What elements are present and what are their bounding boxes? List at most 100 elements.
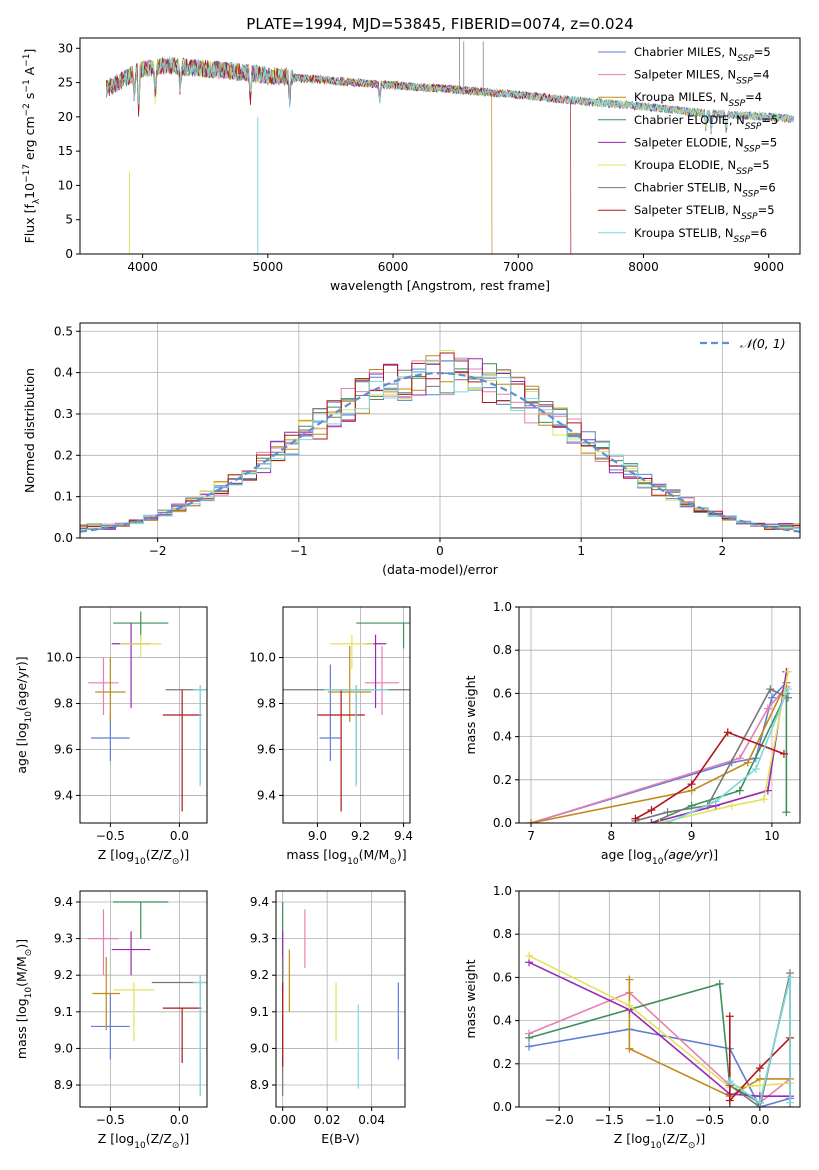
errorbar-kroupa-elodie xyxy=(120,634,162,658)
y-axis-label: Flux [fλ10−17 erg cm−2 s−1 A−1] xyxy=(22,49,42,244)
x-tick-label: 7 xyxy=(527,829,535,843)
spectrum-line-kroupa-stelib xyxy=(105,56,795,131)
y-tick-label: 0.2 xyxy=(54,448,73,462)
x-tick-label: 0.0 xyxy=(170,1113,189,1127)
panels: 4000 5000 6000 7000 8000 9000051015202530wave… xyxy=(14,37,801,1151)
age-vs-Z-frame xyxy=(79,606,208,824)
y-tick-label: 0.4 xyxy=(493,730,512,744)
mass-vs-EBV-axes: 0.00 0.02 0.04 8.9 9.0 9.1 9.2 9.3 9.4 E(B-V) xyxy=(250,890,406,1146)
errorbar-kroupa-stelib xyxy=(323,685,389,787)
y-tick-label: 0.0 xyxy=(54,531,73,545)
y-tick-label: 9.3 xyxy=(250,932,269,946)
weight-line-kroupa-miles xyxy=(527,678,791,823)
legend-entry: 𝒩(0, 1) xyxy=(740,336,786,351)
y-tick-label: 9.3 xyxy=(54,932,73,946)
normal-curve xyxy=(80,371,800,533)
legend-entry: Kroupa ELODIE, NSSP=5 xyxy=(634,158,770,177)
x-axis-label: Z [log10(Z/Z⊙)] xyxy=(98,1131,189,1151)
y-tick-label: 0.3 xyxy=(54,407,73,421)
x-tick-label: 0.0 xyxy=(750,1113,769,1127)
y-axis-label: mass weight xyxy=(463,959,478,1038)
x-tick-label: 5000 xyxy=(253,260,284,274)
y-tick-label: 9.2 xyxy=(250,968,269,982)
errorbar-chabrier-miles xyxy=(319,664,342,761)
legend-entry: Kroupa MILES, NSSP=4 xyxy=(634,90,762,109)
age-vs-Z-marks xyxy=(88,611,207,812)
x-axis-label: wavelength [Angstrom, rest frame] xyxy=(330,278,550,293)
x-tick-label: 4000 xyxy=(127,260,158,274)
y-tick-label: 9.6 xyxy=(54,742,73,756)
x-axis-label: mass [log10(M/M⊙)] xyxy=(286,847,406,867)
age-vs-mass-frame xyxy=(282,606,411,824)
y-tick-label: 9.1 xyxy=(54,1005,73,1019)
massweight-vs-age-marks xyxy=(527,667,792,823)
y-tick-label: 10.0 xyxy=(46,651,73,665)
y-tick-label: 0.1 xyxy=(54,490,73,504)
legend-entry: Salpeter STELIB, NSSP=5 xyxy=(634,203,775,222)
x-tick-label: 0 xyxy=(436,544,444,558)
x-tick-label: 9000 xyxy=(753,260,784,274)
errorbar-chabrier-miles xyxy=(91,993,130,1060)
massweight-vs-Z-marks xyxy=(525,951,794,1107)
x-tick-label: −1.0 xyxy=(645,1113,674,1127)
x-tick-label: 0.04 xyxy=(358,1113,385,1127)
legend-entry: Chabrier MILES, NSSP=5 xyxy=(634,45,771,64)
errorbar-kroupa-elodie xyxy=(113,982,155,1042)
y-axis-label: mass weight xyxy=(463,675,478,754)
y-tick-label: 9.8 xyxy=(257,697,276,711)
mass-vs-Z-frame xyxy=(79,890,208,1108)
x-tick-label: 6000 xyxy=(378,260,409,274)
errorbar-kroupa-stelib xyxy=(193,685,207,787)
y-tick-label: 5 xyxy=(65,213,73,227)
y-tick-label: 9.0 xyxy=(250,1041,269,1055)
histogram-kroupa-stelib xyxy=(80,360,800,530)
y-tick-label: 0.4 xyxy=(493,1014,512,1028)
mass-vs-EBV-frame xyxy=(275,890,406,1108)
residuals-axes: −2 −1 0 1 2 0.0 0.1 0.2 0.3 0.4 0.5 (data-model)/er… xyxy=(22,322,801,577)
y-tick-label: 9.8 xyxy=(54,697,73,711)
y-tick-label: 1.0 xyxy=(493,600,512,614)
x-axis-label: E(B-V) xyxy=(321,1131,360,1146)
x-tick-label: 9.4 xyxy=(394,829,413,843)
errorbar-chabrier-miles xyxy=(91,715,130,761)
x-tick-label: −1 xyxy=(290,544,308,558)
x-axis-label: Z [log10(Z/Z⊙)] xyxy=(98,847,189,867)
massweight-vs-age-axes: 7 8 9 10 0.0 0.2 0.4 0.6 0.8 1.0 age [log10(age/yr… xyxy=(463,600,801,867)
spectrum-axes: 4000 5000 6000 7000 8000 9000 0 5 10 15 20 25 30 wave… xyxy=(22,37,801,293)
y-tick-label: 9.6 xyxy=(257,742,276,756)
errorbar-kroupa-miles xyxy=(92,956,121,1031)
legend-entry: Chabrier ELODIE, NSSP=5 xyxy=(634,113,778,132)
residuals-marks xyxy=(80,350,800,533)
y-axis-label: mass [log10(M/M⊙)] xyxy=(14,939,34,1059)
age-vs-mass-axes: 9.0 9.2 9.4 9.4 9.6 9.8 10.0 mass [log10(M/M⊙)] xyxy=(249,606,413,867)
y-tick-label: 9.4 xyxy=(54,788,73,802)
y-tick-label: 30 xyxy=(58,41,73,55)
x-tick-label: 8 xyxy=(608,829,616,843)
errorbar-kroupa-elodie xyxy=(330,634,374,670)
legend-entry: Kroupa STELIB, NSSP=6 xyxy=(634,226,767,245)
errorbar-salpeter-elodie xyxy=(111,623,151,709)
errorbar-chabrier-elodie xyxy=(113,901,169,939)
spectrum-legend: Chabrier MILES, NSSP=5 Salpeter MILES, NS… xyxy=(598,45,778,245)
spectrum-line-salpeter-stelib xyxy=(105,57,572,254)
y-tick-label: 8.9 xyxy=(250,1078,269,1092)
y-tick-label: 15 xyxy=(58,144,73,158)
errorbar-kroupa-stelib xyxy=(193,975,207,1097)
y-tick-label: 9.4 xyxy=(54,895,73,909)
y-tick-label: 0.0 xyxy=(493,1100,512,1114)
y-axis-label: age [log10(age/yr)] xyxy=(14,656,34,773)
x-tick-label: 9.0 xyxy=(308,829,327,843)
y-axis-label: Normed distribution xyxy=(22,368,37,493)
mass-vs-EBV-marks xyxy=(282,901,399,1097)
errorbar-salpeter-stelib xyxy=(162,689,202,812)
y-tick-label: 0.8 xyxy=(493,643,512,657)
y-tick-label: 8.9 xyxy=(54,1078,73,1092)
y-tick-label: 0 xyxy=(65,247,73,261)
y-tick-label: 10 xyxy=(58,178,73,192)
errorbar-salpeter-miles xyxy=(364,646,400,715)
y-tick-label: 1.0 xyxy=(493,884,512,898)
x-tick-label: 10 xyxy=(764,829,779,843)
x-axis-label: age [log10(age/yr)] xyxy=(601,847,718,867)
y-tick-label: 0.8 xyxy=(493,927,512,941)
